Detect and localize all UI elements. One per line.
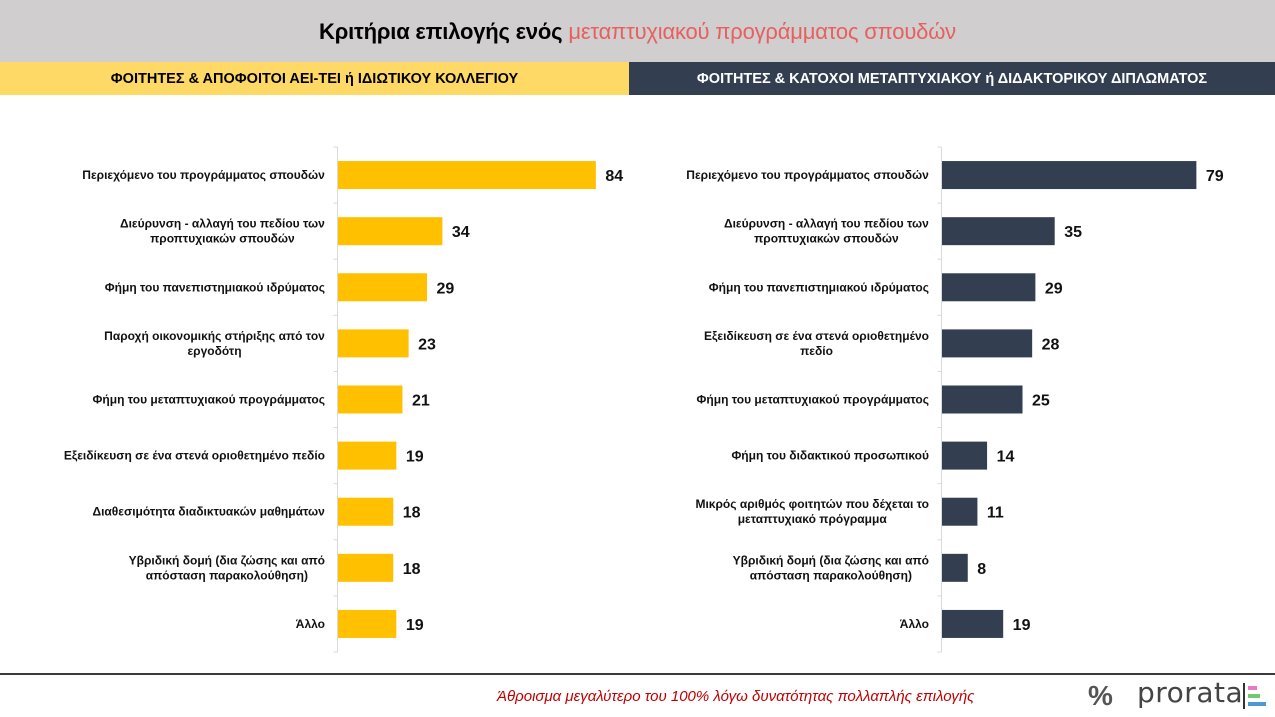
right-category-label-line: Φήμη του πανεπιστημιακού ιδρύματος (709, 280, 929, 294)
right-category-label: Εξειδίκευση σε ένα στενά οριοθετημένο πεδ… (704, 329, 929, 358)
left-bar (338, 385, 403, 414)
brand-bar-blue (1248, 702, 1266, 706)
right-value-label: 35 (1064, 224, 1082, 241)
right-category-label: Διεύρυνση - αλλαγή του πεδίου των προπτυχ… (724, 217, 929, 246)
brand-bar-pink (1248, 686, 1257, 690)
right-category-label: Υβριδική δομή (δια ζώσης και από απόσταση… (733, 553, 929, 582)
footnote: Άθροισμα μεγαλύτερο του 100% λόγω δυνατό… (497, 688, 975, 705)
group-label-right: ΦΟΙΤΗΤΕΣ & ΚΑΤΟΧΟΙ ΜΕΤΑΠΤΥΧΙΑΚΟΥ ή ΔΙΔΑΚ… (696, 70, 1208, 87)
left-category-label: Διαθεσιμότητα διαδικτυακών μαθημάτων (92, 505, 325, 519)
left-value-label: 19 (406, 449, 424, 466)
right-category-label-line: Μικρός αριθμός φοιτητών που δέχεται το (695, 497, 929, 511)
group-header-right: ΦΟΙΤΗΤΕΣ & ΚΑΤΟΧΟΙ ΜΕΤΑΠΤΥΧΙΑΚΟΥ ή ΔΙΔΑΚ… (629, 62, 1275, 95)
right-category-label: Μικρός αριθμός φοιτητών που δέχεται το με… (695, 497, 929, 526)
right-category-label: Άλλο (900, 617, 929, 631)
right-bar (942, 273, 1036, 302)
brand-bar-green (1248, 694, 1260, 698)
left-bar (338, 497, 394, 526)
left-bar (338, 273, 428, 302)
left-category-label: Διεύρυνση - αλλαγή του πεδίου των προπτυχ… (120, 217, 325, 246)
left-value-label: 21 (412, 393, 430, 410)
left-category-label-line: Εξειδίκευση σε ένα στενά οριοθετημένο πε… (64, 449, 325, 463)
left-bar (338, 553, 394, 582)
footer-divider (0, 673, 1275, 675)
right-value-label: 25 (1032, 393, 1050, 410)
right-category-label: Φήμη του διδακτικού προσωπικού (731, 449, 929, 463)
right-category-label-line: απόσταση παρακολούθηση) (750, 568, 912, 582)
left-category-label-line: Παροχή οικονομικής στήριξης από τον (104, 329, 325, 343)
right-category-label: Φήμη του πανεπιστημιακού ιδρύματος (709, 280, 929, 294)
right-bar (942, 609, 1004, 638)
left-bar (338, 217, 443, 246)
right-bar (942, 161, 1197, 190)
left-value-label: 19 (406, 617, 424, 634)
brand-divider (1243, 683, 1245, 709)
title-band: Κριτήρια επιλογής ενός μεταπτυχιακού προ… (0, 0, 1275, 62)
group-label-left: ΦΟΙΤΗΤΕΣ & ΑΠΟΦΟΙΤΟΙ ΑΕΙ-ΤΕΙ ή ΙΔΙΩΤΙΚΟΥ… (110, 70, 519, 87)
left-bar (338, 441, 397, 470)
left-bar (338, 329, 409, 358)
right-category-label-line: Εξειδίκευση σε ένα στενά οριοθετημένο (704, 329, 929, 343)
left-category-label-line: Φήμη του πανεπιστημιακού ιδρύματος (105, 280, 325, 294)
right-category-label-line: προπτυχιακών σπουδών (754, 232, 899, 246)
right-category-label-line: Φήμη του διδακτικού προσωπικού (731, 449, 929, 463)
left-bar (338, 609, 397, 638)
left-category-label-line: Φήμη του μεταπτυχιακού προγράμματος (93, 393, 325, 407)
right-category-label-line: Φήμη του μεταπτυχιακού προγράμματος (697, 393, 929, 407)
right-bar (942, 553, 968, 582)
left-value-label: 34 (452, 224, 470, 241)
right-value-label: 14 (997, 449, 1015, 466)
left-value-label: 84 (605, 168, 623, 185)
right-category-label: Περιεχόμενο του προγράμματος σπουδών (686, 168, 929, 182)
right-category-label-line: Άλλο (900, 617, 929, 631)
right-value-label: 29 (1045, 280, 1063, 297)
right-bar (942, 441, 988, 470)
right-category-label-line: Διεύρυνση - αλλαγή του πεδίου των (724, 217, 929, 231)
percent-logo-icon: % (1088, 680, 1113, 711)
left-category-label-line: προπτυχιακών σπουδών (150, 232, 295, 246)
left-category-label-line: Διαθεσιμότητα διαδικτυακών μαθημάτων (92, 505, 325, 519)
left-value-label: 29 (437, 280, 455, 297)
right-value-label: 11 (987, 505, 1004, 522)
left-category-label: Άλλο (296, 617, 325, 631)
left-category-label: Φήμη του πανεπιστημιακού ιδρύματος (105, 280, 325, 294)
left-category-label-line: Περιεχόμενο του προγράμματος σπουδών (82, 168, 325, 182)
left-category-label-line: Άλλο (296, 617, 325, 631)
right-value-label: 19 (1013, 617, 1031, 634)
left-value-label: 23 (418, 336, 436, 353)
right-bar (942, 329, 1033, 358)
right-category-label: Φήμη του μεταπτυχιακού προγράμματος (697, 393, 929, 407)
left-category-label: Φήμη του μεταπτυχιακού προγράμματος (93, 393, 325, 407)
left-category-label: Εξειδίκευση σε ένα στενά οριοθετημένο πε… (64, 449, 325, 463)
left-category-label: Παροχή οικονομικής στήριξης από τον εργοδ… (104, 329, 325, 358)
right-value-label: 28 (1042, 336, 1060, 353)
right-bar (942, 385, 1023, 414)
right-category-label-line: πεδίο (800, 344, 833, 358)
left-category-label-line: Υβριδική δομή (δια ζώσης και από (129, 553, 325, 567)
page-title: Κριτήρια επιλογής ενός μεταπτυχιακού προ… (319, 19, 956, 45)
left-category-label-line: Διεύρυνση - αλλαγή του πεδίου των (120, 217, 325, 231)
right-category-label-line: Υβριδική δομή (δια ζώσης και από (733, 553, 929, 567)
left-category-label-line: εργοδότη (187, 344, 241, 358)
right-category-label-line: μεταπτυχιακό πρόγραμμα (738, 512, 888, 526)
left-category-label-line: απόσταση παρακολούθηση) (146, 568, 308, 582)
right-bar (942, 217, 1055, 246)
title-main: Κριτήρια επιλογής ενός (319, 19, 563, 44)
left-value-label: 18 (403, 505, 421, 522)
right-value-label: 8 (977, 561, 986, 578)
right-value-label: 79 (1206, 168, 1224, 185)
left-value-label: 18 (403, 561, 421, 578)
title-accent: μεταπτυχιακού προγράμματος σπουδών (568, 19, 956, 44)
right-bar (942, 497, 978, 526)
group-header-left: ΦΟΙΤΗΤΕΣ & ΑΠΟΦΟΙΤΟΙ ΑΕΙ-ΤΕΙ ή ΙΔΙΩΤΙΚΟΥ… (0, 62, 629, 95)
brand-logo: prorata (1137, 676, 1244, 709)
left-category-label: Υβριδική δομή (δια ζώσης και από απόσταση… (129, 553, 325, 582)
left-bar (338, 161, 596, 190)
right-category-label-line: Περιεχόμενο του προγράμματος σπουδών (686, 168, 929, 182)
left-category-label: Περιεχόμενο του προγράμματος σπουδών (82, 168, 325, 182)
brand-bars-icon (1243, 683, 1267, 709)
